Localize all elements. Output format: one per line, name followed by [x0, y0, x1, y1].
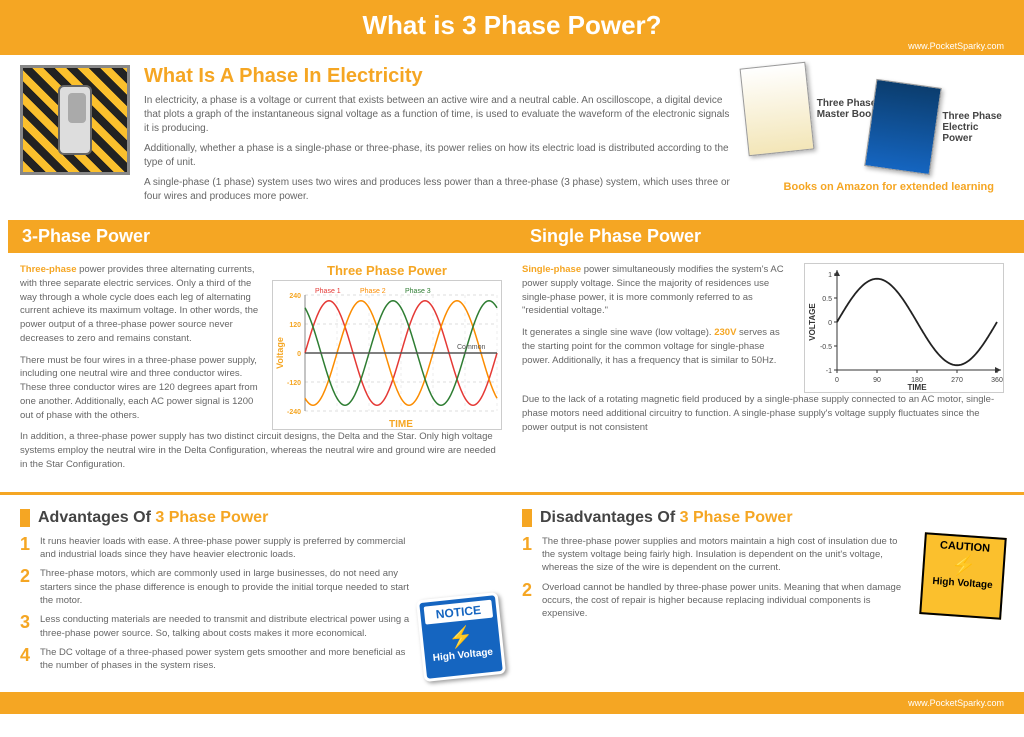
- svg-text:120: 120: [289, 322, 301, 329]
- single-phase-p2: It generates a single sine wave (low vol…: [522, 326, 794, 367]
- three-phase-chart: Three Phase Power 240 120 0 -120 -240 Phase 1…: [272, 263, 502, 430]
- svg-text:Phase 2: Phase 2: [360, 288, 386, 295]
- divider: [0, 492, 1024, 495]
- dual-header: 3-Phase Power Single Phase Power: [0, 220, 1024, 253]
- amazon-note: Books on Amazon for extended learning: [744, 181, 1004, 193]
- advantages-list: 1 It runs heavier loads with ease. A thre…: [20, 535, 410, 679]
- three-phase-highlight: Three-phase: [20, 264, 77, 275]
- svg-text:Phase 3: Phase 3: [405, 288, 431, 295]
- list-item-text: Overload cannot be handled by three-phas…: [542, 581, 912, 621]
- dual-header-right: Single Phase Power: [516, 220, 1024, 253]
- dual-body: Three-phase power provides three alterna…: [0, 253, 1024, 490]
- switch-icon: [58, 85, 92, 155]
- list-item: 1 The three-phase power supplies and moto…: [522, 535, 912, 575]
- book-2: Three Phase Electric Power: [870, 83, 1003, 171]
- list-item-text: The DC voltage of a three-phased power s…: [40, 646, 410, 673]
- header-url: www.PocketSparky.com: [0, 41, 1024, 51]
- page-header: What is 3 Phase Power? www.PocketSparky.…: [0, 0, 1024, 55]
- list-item: 2 Three-phase motors, which are commonly …: [20, 567, 410, 607]
- svg-text:TIME: TIME: [389, 419, 413, 430]
- list-item: 3 Less conducting materials are needed to…: [20, 613, 410, 640]
- svg-text:VOLTAGE: VOLTAGE: [808, 303, 817, 341]
- single-phase-highlight2: 230V: [714, 327, 736, 338]
- single-phase-p1: Single-phase power simultaneously modifi…: [522, 263, 794, 318]
- book-1-cover: [740, 62, 815, 156]
- three-phase-p1: Three-phase power provides three alterna…: [20, 263, 260, 346]
- books-panel: Three Phase Master Book Three Phase Elec…: [744, 65, 1004, 210]
- hazard-switch-icon: [20, 65, 130, 175]
- svg-text:0: 0: [297, 351, 301, 358]
- disadvantages-heading: Disadvantages Of 3 Phase Power: [522, 509, 1004, 527]
- adv-heading-hl: 3 Phase Power: [155, 509, 268, 526]
- three-phase-col: Three-phase power provides three alterna…: [20, 263, 502, 480]
- list-item-number: 1: [522, 535, 536, 553]
- svg-text:0.5: 0.5: [822, 296, 832, 303]
- svg-text:TIME: TIME: [907, 383, 927, 392]
- list-item-text: It runs heavier loads with ease. A three…: [40, 535, 410, 562]
- list-item: 1 It runs heavier loads with ease. A thre…: [20, 535, 410, 562]
- svg-text:-120: -120: [287, 380, 301, 387]
- disadvantages-col: Disadvantages Of 3 Phase Power 1 The thre…: [522, 509, 1004, 679]
- list-item-number: 2: [522, 581, 536, 599]
- dis-heading-pre: Disadvantages Of: [540, 509, 680, 526]
- intro-p2: Additionally, whether a phase is a singl…: [144, 142, 730, 170]
- book-2-title: Three Phase Electric Power: [942, 111, 1002, 144]
- svg-text:270: 270: [951, 377, 963, 384]
- svg-text:90: 90: [873, 377, 881, 384]
- list-item-text: Less conducting materials are needed to …: [40, 613, 410, 640]
- book-1: Three Phase Master Book: [744, 65, 877, 153]
- svg-text:0: 0: [828, 320, 832, 327]
- three-phase-p1a: power provides three alternating current…: [20, 264, 258, 344]
- adv-disadv-section: Advantages Of 3 Phase Power 1 It runs hea…: [0, 501, 1024, 689]
- svg-text:360: 360: [991, 377, 1003, 384]
- intro-heading: What Is A Phase In Electricity: [144, 65, 730, 88]
- list-item-text: Three-phase motors, which are commonly u…: [40, 567, 410, 607]
- adv-heading-pre: Advantages Of: [38, 509, 155, 526]
- svg-text:-1: -1: [826, 368, 832, 375]
- svg-text:-0.5: -0.5: [820, 344, 832, 351]
- list-item-number: 3: [20, 613, 34, 631]
- list-item: 4 The DC voltage of a three-phased power …: [20, 646, 410, 673]
- page-title: What is 3 Phase Power?: [0, 10, 1024, 41]
- three-phase-p2: There must be four wires in a three-phas…: [20, 354, 260, 423]
- single-phase-highlight1: Single-phase: [522, 264, 581, 275]
- list-item-number: 2: [20, 567, 34, 585]
- single-phase-chart: 10.50-0.5-1090180270360TIMEVOLTAGE: [804, 263, 1004, 393]
- intro-p3: A single-phase (1 phase) system uses two…: [144, 176, 730, 204]
- dual-header-left: 3-Phase Power: [0, 220, 516, 253]
- notice-sign: NOTICE ⚡ High Voltage: [420, 596, 502, 678]
- advantages-col: Advantages Of 3 Phase Power 1 It runs hea…: [20, 509, 502, 679]
- svg-text:240: 240: [289, 293, 301, 300]
- intro-section: What Is A Phase In Electricity In electr…: [0, 55, 1024, 220]
- book-1-title: Three Phase Master Book: [817, 98, 877, 120]
- disadvantages-list: 1 The three-phase power supplies and moto…: [522, 535, 912, 627]
- three-phase-chart-title: Three Phase Power: [272, 263, 502, 278]
- list-item: 2 Overload cannot be handled by three-pha…: [522, 581, 912, 621]
- book-2-cover: [864, 79, 942, 175]
- notice-label: NOTICE: [424, 600, 494, 625]
- three-phase-p3: In addition, a three-phase power supply …: [20, 430, 502, 471]
- intro-text: What Is A Phase In Electricity In electr…: [144, 65, 730, 210]
- svg-text:-240: -240: [287, 409, 301, 416]
- svg-text:1: 1: [828, 272, 832, 279]
- single-phase-col: Single-phase power simultaneously modifi…: [522, 263, 1004, 480]
- svg-text:Phase 1: Phase 1: [315, 288, 341, 295]
- svg-text:Voltage: Voltage: [275, 337, 285, 369]
- intro-p1: In electricity, a phase is a voltage or …: [144, 94, 730, 136]
- caution-sign: CAUTION ⚡ High Voltage: [922, 535, 1004, 617]
- footer: www.PocketSparky.com: [0, 692, 1024, 714]
- list-item-text: The three-phase power supplies and motor…: [542, 535, 912, 575]
- dis-heading-hl: 3 Phase Power: [680, 509, 793, 526]
- svg-text:0: 0: [835, 377, 839, 384]
- single-phase-p3: Due to the lack of a rotating magnetic f…: [522, 393, 1004, 434]
- single-phase-p2a: It generates a single sine wave (low vol…: [522, 327, 714, 338]
- list-item-number: 4: [20, 646, 34, 664]
- list-item-number: 1: [20, 535, 34, 553]
- advantages-heading: Advantages Of 3 Phase Power: [20, 509, 502, 527]
- svg-text:Common: Common: [457, 344, 486, 351]
